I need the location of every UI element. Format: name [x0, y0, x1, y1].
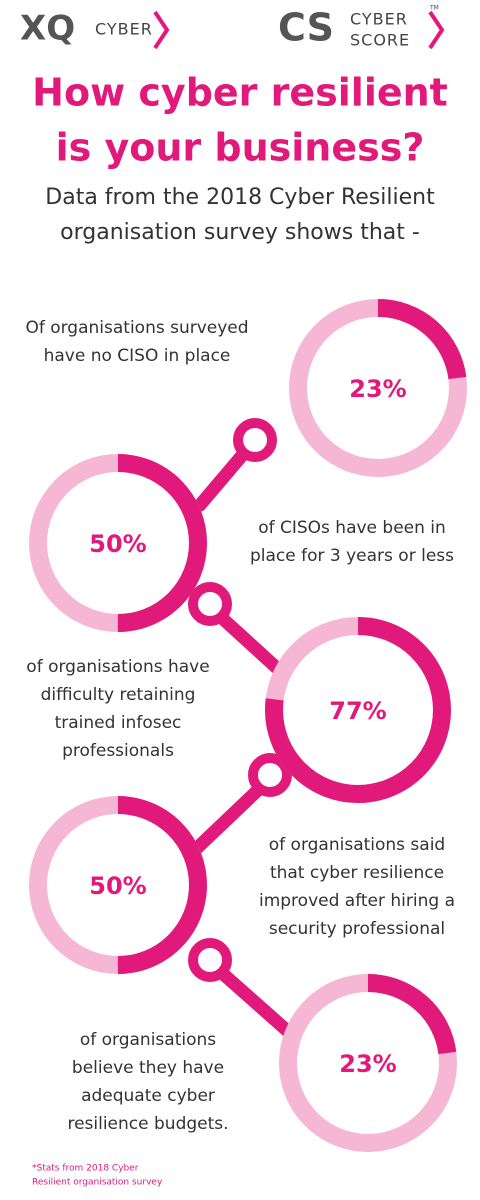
- stat-text: of organisations have: [26, 657, 209, 677]
- subtitle: Data from the 2018 Cyber Resilient: [45, 185, 435, 210]
- stat-text: of organisations: [80, 1030, 216, 1050]
- footnote: Resilient organisation survey: [32, 1178, 163, 1188]
- stat-text: believe they have: [72, 1058, 224, 1078]
- logo-word: CYBER: [95, 20, 153, 39]
- chevron: [428, 10, 445, 50]
- title: How cyber resilient: [32, 71, 448, 115]
- stat-text: of organisations said: [269, 835, 445, 855]
- percent: 23%: [339, 1050, 396, 1078]
- stat-text: resilience budgets.: [67, 1114, 228, 1134]
- stat-text: of CISOs have been in: [258, 518, 446, 538]
- stat-text: have no CISO in place: [44, 346, 231, 366]
- stat-text: that cyber resilience: [270, 863, 444, 883]
- stat-text: place for 3 years or less: [250, 546, 454, 566]
- stat-text: difficulty retaining: [41, 685, 196, 705]
- logo-word: CYBER: [350, 10, 408, 29]
- percent: 23%: [349, 375, 406, 403]
- trademark: TM: [429, 5, 439, 12]
- chevron: [153, 10, 170, 50]
- logo-mark: CS: [278, 6, 334, 50]
- logo-word: SCORE: [350, 31, 410, 50]
- stat-text: adequate cyber: [81, 1086, 215, 1106]
- logo-mark: XQ: [20, 9, 75, 49]
- stat-text: security professional: [269, 919, 445, 939]
- subtitle: organisation survey shows that -: [60, 220, 420, 245]
- donut-arc: [279, 974, 457, 1152]
- percent: 50%: [89, 872, 146, 900]
- donut-arc: [29, 454, 207, 632]
- percent: 50%: [89, 530, 146, 558]
- title: is your business?: [56, 126, 425, 170]
- donut-arc: [29, 796, 207, 974]
- stat-text: improved after hiring a: [259, 891, 455, 911]
- donut-arc: [265, 617, 451, 803]
- stat-text: Of organisations surveyed: [25, 318, 248, 338]
- percent: 77%: [329, 697, 386, 725]
- stat-text: trained infosec: [55, 713, 182, 733]
- donut-arc: [289, 299, 467, 477]
- stat-text: professionals: [62, 741, 174, 761]
- footnote: *Stats from 2018 Cyber: [32, 1164, 139, 1174]
- connector-rings: [188, 418, 292, 982]
